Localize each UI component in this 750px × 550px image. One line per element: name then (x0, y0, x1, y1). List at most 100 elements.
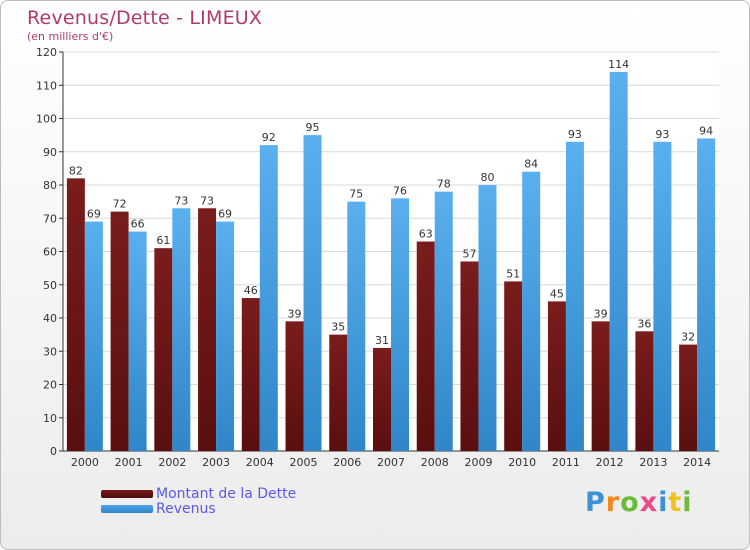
legend-label-dette: Montant de la Dette (156, 486, 297, 502)
bar-revenus (128, 231, 147, 451)
bar-revenus (697, 138, 716, 451)
proxiti-logo: Proxiti (585, 487, 693, 518)
bar-revenus (391, 198, 409, 451)
bar-revenus (303, 135, 322, 451)
bar-dette (635, 331, 654, 451)
data-label: 45 (550, 287, 564, 300)
bar-dette (241, 298, 260, 451)
logo-letter: r (605, 487, 621, 518)
bar-revenus (216, 221, 235, 451)
x-tick-label: 2010 (508, 456, 536, 469)
bar-revenus (565, 141, 584, 451)
data-label: 73 (174, 194, 188, 207)
bar-dette (154, 248, 173, 451)
data-label: 46 (244, 284, 258, 297)
bar-dette (591, 321, 610, 451)
bar-dette (416, 241, 435, 451)
y-tick-label: 80 (43, 179, 57, 192)
logo-letter: P (585, 487, 606, 518)
legend-label-revenus: Revenus (156, 501, 216, 517)
x-tick-label: 2007 (377, 456, 405, 469)
y-tick-label: 60 (43, 246, 57, 259)
y-tick-label: 90 (43, 146, 57, 159)
x-tick-label: 2008 (421, 456, 449, 469)
bar-dette (373, 347, 391, 451)
data-label: 78 (437, 178, 451, 191)
y-tick-label: 70 (43, 212, 57, 225)
data-label: 61 (156, 234, 170, 247)
data-label: 92 (262, 131, 276, 144)
bar-revenus (172, 208, 191, 451)
data-label: 82 (69, 164, 83, 177)
bar-dette (504, 281, 523, 451)
x-tick-label: 2004 (246, 456, 274, 469)
x-tick-label: 2014 (683, 456, 711, 469)
data-label: 31 (375, 334, 389, 347)
bar-revenus (653, 141, 672, 451)
data-label: 94 (699, 124, 713, 137)
data-label: 39 (594, 307, 608, 320)
data-label: 69 (87, 208, 101, 221)
bar-dette (547, 301, 566, 451)
legend-swatch-revenus (101, 505, 153, 513)
x-tick-label: 2005 (290, 456, 318, 469)
logo-letter: i (658, 487, 669, 518)
bar-dette (285, 321, 304, 451)
data-label: 75 (349, 188, 363, 201)
x-tick-label: 2006 (333, 456, 361, 469)
x-tick-label: 2011 (552, 456, 580, 469)
y-tick-label: 50 (43, 279, 57, 292)
y-tick-label: 40 (43, 312, 57, 325)
bar-dette (66, 178, 85, 451)
x-tick-label: 2000 (71, 456, 99, 469)
y-tick-label: 120 (36, 46, 57, 59)
bar-revenus (347, 201, 366, 451)
legend-swatch-dette (101, 490, 153, 498)
data-label: 69 (218, 208, 232, 221)
bar-revenus (522, 171, 541, 451)
logo-letter: t (668, 487, 683, 518)
data-label: 66 (131, 218, 145, 231)
data-label: 95 (306, 121, 320, 134)
data-label: 35 (331, 321, 345, 334)
data-label: 39 (288, 307, 302, 320)
bar-dette (329, 334, 348, 451)
bar-revenus (478, 185, 497, 451)
bar-dette (679, 344, 698, 451)
y-tick-label: 100 (36, 113, 57, 126)
logo-letter: i (682, 487, 693, 518)
y-tick-label: 110 (36, 79, 57, 92)
data-label: 32 (681, 331, 695, 344)
chart-subtitle: (en milliers d'€) (27, 30, 114, 43)
data-label: 63 (419, 228, 433, 241)
x-tick-label: 2013 (639, 456, 667, 469)
bar-revenus (609, 71, 628, 451)
data-label: 76 (393, 184, 407, 197)
data-label: 93 (568, 128, 582, 141)
logo-letter: x (639, 487, 659, 518)
data-label: 80 (480, 171, 494, 184)
x-tick-label: 2009 (464, 456, 492, 469)
data-label: 93 (655, 128, 669, 141)
data-label: 36 (637, 317, 651, 330)
y-tick-label: 10 (43, 412, 57, 425)
bar-dette (110, 211, 129, 451)
x-tick-label: 2012 (596, 456, 624, 469)
data-label: 73 (200, 194, 214, 207)
y-tick-label: 30 (43, 345, 57, 358)
data-label: 114 (608, 58, 629, 71)
bar-revenus (84, 221, 103, 451)
data-label: 84 (524, 158, 538, 171)
y-tick-label: 0 (50, 445, 57, 458)
data-label: 57 (462, 247, 476, 260)
x-tick-label: 2001 (115, 456, 143, 469)
bar-revenus (259, 145, 278, 451)
y-tick-label: 20 (43, 379, 57, 392)
chart-title: Revenus/Dette - LIMEUX (27, 7, 263, 29)
logo-letter: o (620, 487, 640, 518)
bar-revenus (434, 191, 453, 451)
bar-dette (460, 261, 479, 451)
data-label: 51 (506, 267, 520, 280)
